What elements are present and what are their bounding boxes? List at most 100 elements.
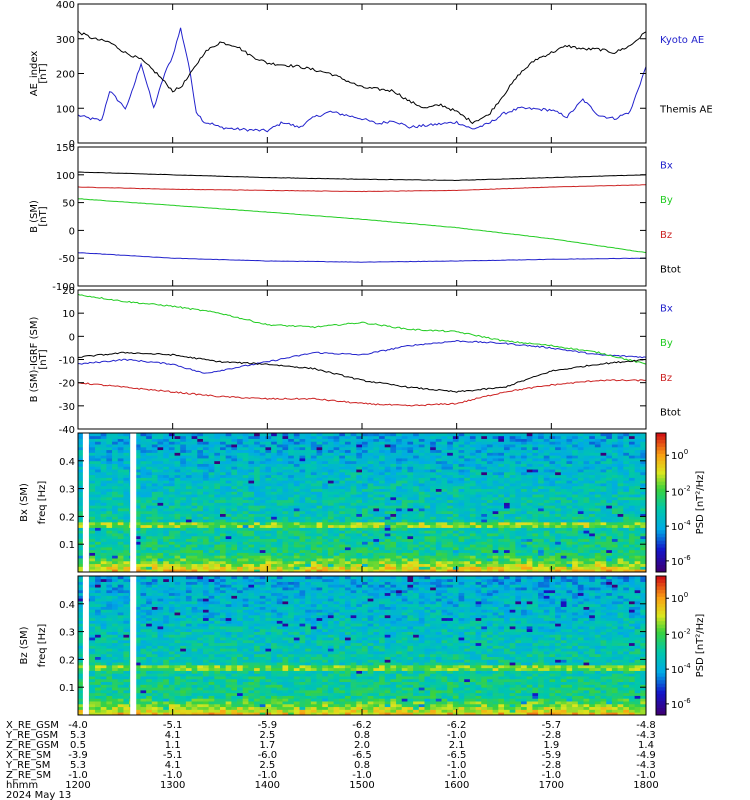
spectrogram-cell [543, 544, 550, 548]
spectrogram-cell [106, 480, 113, 484]
spectrogram-cell [344, 521, 352, 526]
spectrogram-cell [208, 560, 215, 565]
spectrogram-cell [532, 477, 539, 481]
spectrogram-cell [248, 513, 255, 517]
spectrogram-cell [157, 569, 164, 573]
spectrogram-cell [327, 491, 334, 495]
spectrogram-cell [197, 485, 204, 489]
spectrogram-cell [509, 466, 516, 470]
spectrogram-cell [78, 521, 85, 526]
spectrogram-cell [220, 433, 227, 437]
spectrogram-cell [458, 477, 465, 481]
spectrogram-cell [100, 510, 107, 515]
spectrogram-cell [231, 485, 238, 489]
spectrogram-cell [339, 516, 346, 520]
spectrogram-cell [617, 519, 624, 523]
spectrogram-cell [123, 508, 130, 512]
spectrogram-cell [146, 569, 153, 573]
spectrogram-cell [452, 566, 459, 570]
spectrogram-cell [293, 474, 300, 478]
spectrogram-cell [611, 513, 618, 517]
spectrogram-cell [282, 541, 289, 545]
spectrogram-cell [566, 494, 573, 498]
spectrogram-cell [191, 555, 198, 559]
spectrogram-cell [424, 502, 431, 506]
spectrogram-cell [430, 441, 437, 445]
spectrogram-cell [237, 455, 244, 459]
spectrogram-cell [202, 546, 210, 551]
spectrogram-cell [123, 546, 130, 551]
y-axis-label: B (SM)-IGRF (SM) [29, 317, 40, 403]
spectrogram-cell [197, 488, 204, 492]
spectrogram-cell [163, 494, 170, 498]
spectrogram-cell [379, 449, 386, 453]
spectrogram-cell [180, 530, 187, 534]
spectrogram-cell [401, 510, 408, 515]
spectrogram-cell [242, 433, 249, 437]
spectrogram-cell [333, 480, 340, 484]
spectrogram-cell [254, 527, 261, 531]
spectrogram-cell [123, 549, 130, 553]
spectrogram-cell [191, 488, 198, 492]
spectrogram-cell [327, 510, 334, 515]
spectrogram-cell [231, 496, 238, 501]
spectrogram-cell [396, 485, 403, 489]
spectrogram-cell [373, 527, 380, 531]
spectrogram-cell [509, 510, 516, 515]
spectrogram-cell [401, 433, 408, 437]
spectrogram-cell [543, 466, 550, 470]
spectrogram-cell [362, 438, 369, 442]
spectrogram-cell [521, 535, 528, 540]
spectrogram-cell [288, 560, 295, 565]
spectrogram-cell [594, 458, 601, 462]
spectrogram-cell [89, 544, 96, 548]
spectrogram-cell [197, 480, 204, 484]
spectrogram-cell [373, 519, 380, 523]
spectrogram-cell [532, 566, 539, 570]
spectrogram-cell [401, 555, 408, 559]
spectrogram-cell [526, 466, 533, 470]
spectrogram-cell [112, 510, 119, 515]
spectrogram-cell [220, 538, 227, 542]
spectrogram-cell [288, 544, 295, 548]
spectrogram-cell [458, 563, 465, 567]
spectrogram-cell [538, 494, 545, 498]
spectrogram-cell [322, 483, 329, 487]
spectrogram-cell [123, 480, 130, 484]
spectrogram-cell [430, 527, 437, 531]
spectrogram-cell [407, 555, 414, 559]
spectrogram-cell [435, 466, 442, 470]
spectrogram-cell [339, 460, 346, 464]
spectrogram-cell [276, 527, 283, 531]
spectrogram-cell [367, 446, 374, 451]
spectrogram-cell [362, 449, 369, 453]
spectrogram-cell [509, 519, 516, 523]
spectrogram-cell [447, 488, 454, 492]
spectrogram-cell [299, 496, 306, 501]
spectrogram-cell [333, 516, 340, 520]
spectrogram-cell [151, 469, 158, 473]
spectrogram-cell [606, 527, 613, 531]
spectrogram-cell [237, 516, 244, 520]
spectrogram-cell [180, 485, 187, 489]
spectrogram-cell [237, 446, 244, 451]
spectrogram-cell [100, 480, 107, 484]
spectrogram-cell [242, 513, 249, 517]
spectrogram-cell [180, 555, 187, 559]
spectrogram-cell [379, 555, 386, 559]
spectrogram-cell [577, 471, 584, 476]
spectrogram-cell [89, 435, 96, 439]
spectrogram-cell [168, 491, 175, 495]
spectrogram-cell [208, 488, 215, 492]
spectrogram-cell [526, 505, 533, 509]
spectrogram-cell [185, 438, 192, 442]
spectrogram-cell [197, 471, 204, 476]
spectrogram-cell [486, 494, 494, 498]
spectrogram-cell [543, 521, 550, 526]
spectrogram-cell [560, 433, 567, 437]
spectrogram-cell [486, 508, 494, 512]
spectrogram-cell [549, 460, 556, 464]
spectrogram-cell [225, 458, 232, 462]
spectrogram-cell [168, 544, 175, 548]
spectrogram-cell [452, 446, 459, 451]
